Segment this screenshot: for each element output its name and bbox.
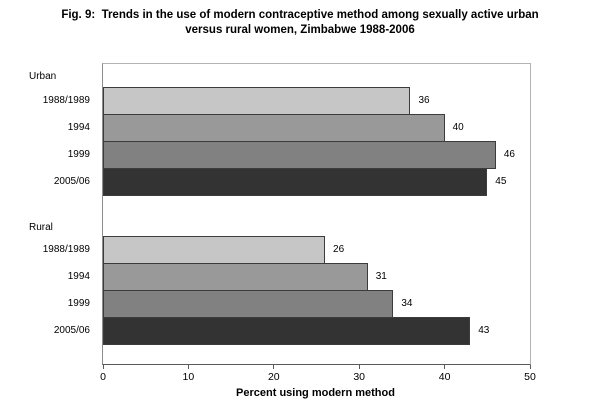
bar-value: 26 [333, 244, 345, 255]
x-axis-tick-label: 40 [438, 371, 451, 383]
category-label: 2005/06 [53, 176, 90, 187]
category-label: 1999 [67, 298, 90, 309]
bar [103, 87, 411, 115]
x-axis-tick-label: 10 [182, 371, 195, 383]
group-label-urban: Urban [29, 71, 57, 82]
bar [103, 290, 394, 318]
bar-value: 45 [495, 176, 507, 187]
group-label-rural: Rural [29, 222, 53, 233]
bar-value: 34 [401, 298, 413, 309]
x-axis-tick-label: 30 [353, 371, 366, 383]
chart-title-line1: Fig. 9: Trends in the use of modern cont… [61, 9, 539, 21]
category-label: 1999 [67, 149, 90, 160]
bar [103, 317, 471, 345]
bar-value: 40 [452, 122, 464, 133]
category-label: 1988/1989 [42, 244, 90, 255]
category-label: 1988/1989 [42, 95, 90, 106]
bar [103, 141, 496, 169]
bar [103, 168, 488, 196]
chart-title: Fig. 9: Trends in the use of modern cont… [0, 8, 600, 37]
bar [103, 236, 326, 264]
category-label: 1994 [67, 122, 90, 133]
x-axis-title: Percent using modern method [236, 387, 395, 399]
category-label: 1994 [67, 271, 90, 282]
bar-value: 31 [375, 271, 387, 282]
bar-value: 43 [478, 325, 490, 336]
x-axis-tick [187, 365, 189, 369]
x-axis-tick [358, 365, 360, 369]
chart-title-line2: versus rural women, Zimbabwe 1988-2006 [185, 23, 415, 36]
x-axis-tick [444, 365, 446, 369]
x-axis-tick-label: 0 [100, 371, 106, 383]
plot-area: Urban 1988/1989 36 1994 40 1999 46 2005/06 45 Rur… [29, 63, 536, 383]
bar [103, 114, 445, 142]
x-axis-tick [529, 365, 531, 369]
x-axis-tick-label: 50 [524, 371, 536, 383]
bar-value: 36 [418, 95, 430, 106]
x-axis-tick-label: 20 [267, 371, 280, 383]
x-axis-tick [102, 365, 104, 369]
category-label: 2005/06 [53, 325, 90, 336]
bar [103, 263, 368, 291]
x-axis-tick [273, 365, 275, 369]
bar-value: 46 [503, 149, 515, 160]
